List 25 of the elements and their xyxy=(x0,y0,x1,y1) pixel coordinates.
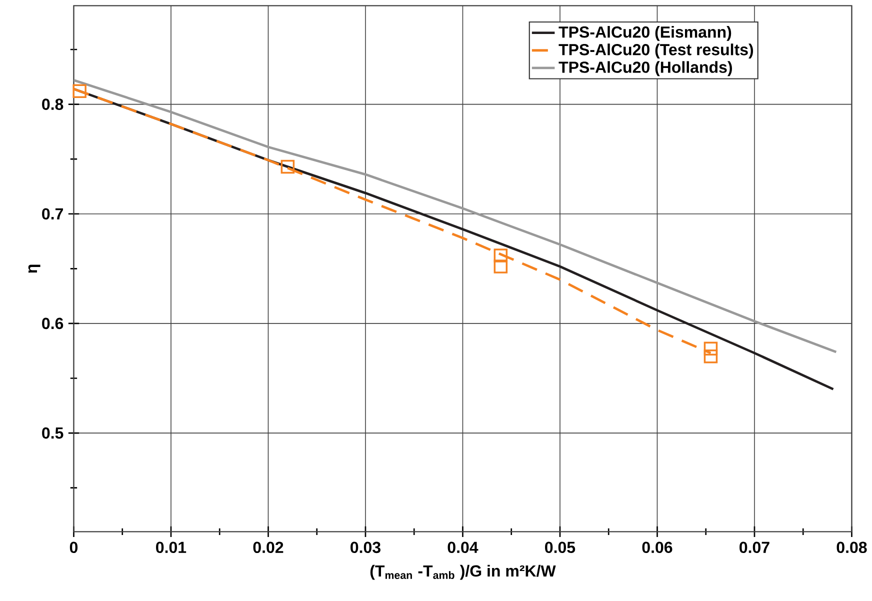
y-tick-label: 0.6 xyxy=(42,318,64,330)
point xyxy=(704,349,718,364)
x-tick-label: 0.05 xyxy=(545,542,576,554)
x-axis-title: (T$_{mean}$ -T$_{amb}$ )/G in m²K/W xyxy=(370,564,556,580)
y-axis-title: η xyxy=(28,264,40,273)
point xyxy=(494,260,508,274)
x-tick-label: 0.08 xyxy=(836,542,867,554)
x-tick-label: 0.02 xyxy=(253,542,284,554)
x-tick-label: 0.06 xyxy=(642,542,672,554)
y-tick-label: 0.5 xyxy=(42,427,64,439)
y-tick-label: 0.7 xyxy=(42,208,63,220)
point xyxy=(280,160,295,174)
point xyxy=(704,342,718,356)
x-tick-label: 0.01 xyxy=(156,542,186,554)
y-tick-label: 0.8 xyxy=(42,98,64,110)
x-tick-label: 0.04 xyxy=(448,542,478,554)
point xyxy=(494,248,508,262)
legend-label: TPS-AlCu20 (Hollands) xyxy=(558,61,732,76)
x-tick-label: 0.03 xyxy=(350,542,380,554)
legend-label: TPS-AlCu20 (Test results) xyxy=(558,44,754,58)
x-tick-label: 0.07 xyxy=(740,542,770,554)
legend-label: TPS-AlCu20 (Eismann) xyxy=(558,26,732,41)
x-tick-label: 0 xyxy=(70,542,78,554)
point xyxy=(72,84,86,98)
line-series xyxy=(74,78,838,354)
